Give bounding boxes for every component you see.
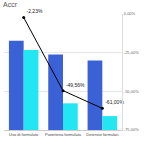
svg-text:-49,56%: -49,56% bbox=[66, 82, 85, 88]
svg-text:Detersivi formulati: Detersivi formulati bbox=[86, 132, 118, 137]
svg-text:Accr: Accr bbox=[3, 1, 18, 8]
svg-text:-50,00%: -50,00% bbox=[124, 89, 139, 94]
svg-text:0,00%: 0,00% bbox=[124, 11, 136, 16]
svg-text:-2,23%: -2,23% bbox=[27, 8, 43, 14]
svg-text:Uso di formulato: Uso di formulato bbox=[9, 132, 39, 137]
svg-text:-25,00%: -25,00% bbox=[124, 50, 139, 55]
svg-text:-75,00%: -75,00% bbox=[124, 127, 139, 132]
svg-text:Panetteria formulata: Panetteria formulata bbox=[45, 132, 82, 137]
svg-text:-61,00%: -61,00% bbox=[105, 99, 124, 105]
